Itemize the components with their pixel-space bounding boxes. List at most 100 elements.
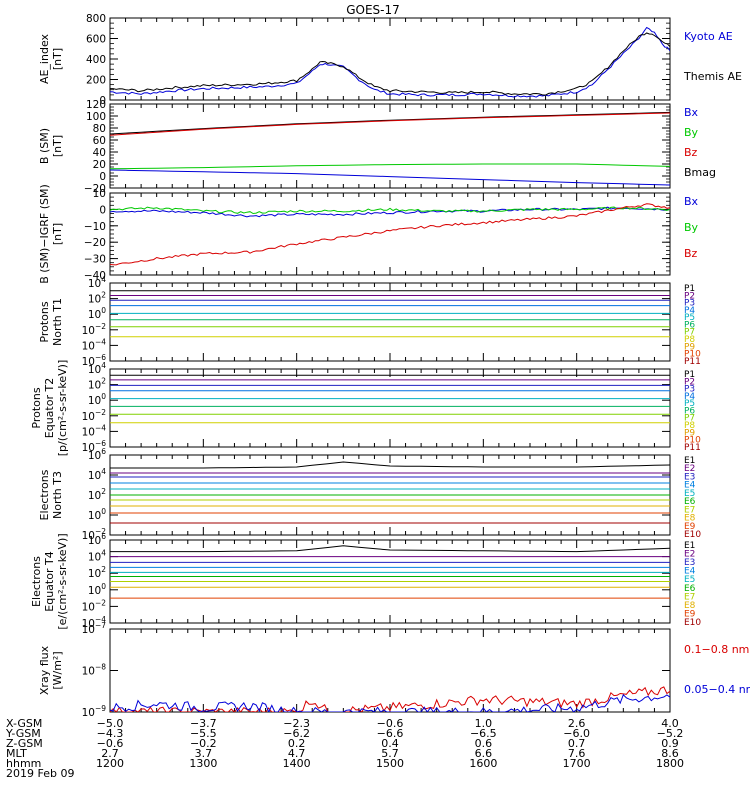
y-tick-label: 102 (88, 565, 106, 580)
y-tick-label: 120 (86, 99, 106, 111)
y-tick-label: 10−2 (82, 408, 107, 423)
y-tick-label: −20 (84, 183, 106, 195)
legend-entry: E9 (684, 522, 696, 532)
legend-entry: Bz (684, 146, 698, 159)
bottom-axis-value: 4.0 (661, 717, 679, 730)
bottom-row-label: hhmm (6, 757, 41, 770)
legend-entry: P2 (684, 291, 695, 301)
y-tick-label: 40 (93, 147, 106, 159)
legend-entry: P7 (684, 328, 695, 338)
legend-entry: By (684, 221, 699, 234)
bottom-axis-value: 1700 (563, 757, 591, 770)
legend-entry: P2 (684, 377, 695, 387)
bottom-axis-value: 0.7 (568, 737, 586, 750)
panel-bigrf: 10 0 −10 −20 −30 −40 B (SM)−IGRF (SM) [nT] Bx By B… (38, 184, 699, 284)
legend-entry: P7 (684, 414, 695, 424)
y-tick-exponent: 2 (101, 487, 106, 496)
legend-entry: P1 (684, 284, 695, 294)
legend-entry: 0.05−0.4 nm (684, 683, 750, 696)
bottom-axis-value: 0.9 (661, 737, 679, 750)
legend-entry: P5 (684, 399, 695, 409)
bottom-row-label: MLT (6, 747, 27, 760)
y-tick-exponent: 0 (101, 507, 106, 516)
series-line-xray-0108nm (110, 662, 670, 712)
y-tick-label: 10−2 (82, 598, 107, 613)
bottom-axis-value: 2.7 (101, 747, 119, 760)
y-tick-exponent: 6 (101, 447, 106, 456)
legend-entry: Bx (684, 195, 699, 208)
y-tick-label: 400 (86, 54, 106, 66)
legend-entry: E8 (684, 514, 696, 524)
y-tick-label: 0 (99, 95, 106, 107)
legend-entry: P4 (684, 392, 695, 402)
y-tick-exponent: 4 (101, 275, 106, 284)
y-tick-label: 106 (88, 532, 106, 547)
bottom-axis-value: 6.6 (475, 747, 493, 760)
bottom-axis-value: 2.6 (568, 717, 586, 730)
y-tick-label: 104 (88, 361, 106, 376)
legend-entry: By (684, 126, 699, 139)
bottom-axis-value: −4.3 (97, 727, 124, 740)
legend-entry: E1 (684, 541, 695, 551)
bottom-axis-value: −0.6 (97, 737, 124, 750)
legend-entry: E4 (684, 481, 696, 491)
y-tick-label: −40 (84, 270, 106, 282)
bottom-row-label: Z-GSM (6, 737, 43, 750)
bottom-axis-value: 8.6 (661, 747, 679, 760)
panel-frame (109, 17, 671, 101)
y-tick-label: 100 (88, 306, 106, 321)
series-line-bsm-Bx (110, 169, 670, 186)
legend-entry: P1 (684, 370, 695, 380)
y-tick-exponent: −2 (95, 527, 106, 536)
panel-frame (109, 368, 671, 448)
y-tick-label: 200 (86, 75, 106, 87)
y-axis-label: B (SM) (38, 128, 51, 164)
y-tick-label: 10−4 (82, 423, 107, 438)
legend-entry: Kyoto AE (684, 30, 733, 43)
y-tick-exponent: −2 (95, 408, 106, 417)
bottom-axis-value: −6.5 (470, 727, 497, 740)
y-tick-label: 10−7 (82, 621, 107, 636)
y-tick-exponent: −4 (95, 615, 106, 624)
y-tick-exponent: 4 (101, 549, 106, 558)
legend-entry: P11 (684, 443, 701, 453)
y-axis-label: Electrons (30, 556, 43, 607)
y-tick-label: 100 (88, 392, 106, 407)
y-tick-label: 800 (86, 13, 106, 25)
y-axis-label: Protons (38, 301, 51, 342)
legend-entry: 0.1−0.8 nm (684, 643, 749, 656)
bottom-axis-value: −6.0 (563, 727, 590, 740)
y-tick-label: 104 (88, 549, 106, 564)
bottom-axis-value: −5.0 (97, 717, 124, 730)
legend-entry: P8 (684, 335, 695, 345)
y-axis-label: [p/(cm²-s-sr-keV)] (56, 360, 69, 457)
figure-title: GOES-17 (346, 3, 400, 17)
y-tick-label: 80 (93, 123, 106, 135)
legend-entry: E7 (684, 592, 695, 602)
series-line-bigrf-Bz (110, 203, 670, 266)
series-line-eeq-E1 (110, 545, 670, 553)
bottom-axis-value: −0.2 (190, 737, 217, 750)
y-tick-exponent: 0 (101, 582, 106, 591)
bottom-axis-value: −6.2 (283, 727, 310, 740)
y-tick-exponent: 0 (101, 392, 106, 401)
series-line-ae-ThemisAE (110, 32, 670, 96)
y-tick-label: 10−8 (82, 663, 107, 678)
legend-entry: E6 (684, 497, 696, 507)
y-tick-exponent: −9 (95, 704, 106, 713)
panel-ae: 800 600 400 200 0 AE_index [nT] Kyoto AE Themis … (38, 13, 742, 107)
y-tick-exponent: −6 (95, 439, 106, 448)
y-axis-label: Equator T4 (43, 551, 56, 611)
bottom-axis-value: 1.0 (475, 717, 493, 730)
legend-entry: P9 (684, 428, 695, 438)
y-tick-label: 100 (88, 507, 106, 522)
bottom-axis-value: −5.5 (190, 727, 217, 740)
legend-entry: Bx (684, 106, 699, 119)
y-axis-label: North T3 (51, 471, 64, 519)
bottom-axis-value: 1800 (656, 757, 684, 770)
y-tick-label: 102 (88, 487, 106, 502)
legend-entry: P9 (684, 342, 695, 352)
